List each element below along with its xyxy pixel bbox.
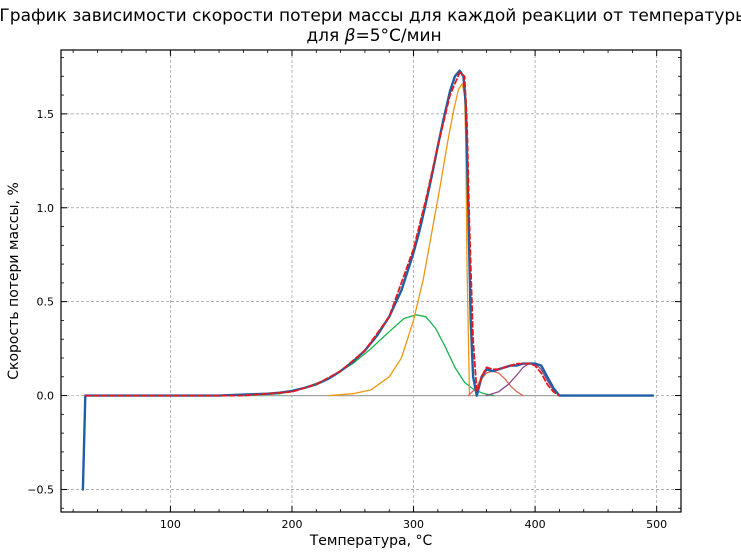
ticks: 100 200 300 400 500 −0.5 0.0 0.5 1.0 1.5 <box>27 50 682 531</box>
chart-subtitle-symbol: β <box>344 26 356 46</box>
grid <box>61 50 681 512</box>
x-axis-label: Температура, °C <box>309 533 433 549</box>
x-tick-label: 100 <box>160 518 181 531</box>
chart-title: График зависимости скорости потери массы… <box>0 6 741 26</box>
x-tick-label: 300 <box>403 518 424 531</box>
y-tick-label: 0.0 <box>37 390 55 403</box>
x-tick-label: 400 <box>525 518 546 531</box>
y-axis-label: Скорость потери массы, % <box>6 182 22 380</box>
chart-subtitle-suffix: =5°C/мин <box>355 26 441 46</box>
series-line-reaction-2 <box>327 83 471 397</box>
series-layer <box>81 69 655 491</box>
y-tick-label: −0.5 <box>27 483 54 496</box>
y-tick-label: 0.5 <box>37 296 55 309</box>
chart-subtitle: для β=5°C/мин <box>306 26 441 46</box>
x-tick-label: 500 <box>646 518 667 531</box>
series-line-reaction-3 <box>467 370 524 397</box>
y-tick-label: 1.5 <box>37 108 55 121</box>
series-line-experimental <box>81 69 655 491</box>
x-tick-label: 200 <box>281 518 302 531</box>
series-line-fit-sum <box>84 71 561 397</box>
y-tick-label: 1.0 <box>37 202 55 215</box>
chart-subtitle-prefix: для <box>306 26 344 46</box>
series-line-reaction-1 <box>242 314 495 397</box>
plot-area-frame <box>60 49 682 513</box>
